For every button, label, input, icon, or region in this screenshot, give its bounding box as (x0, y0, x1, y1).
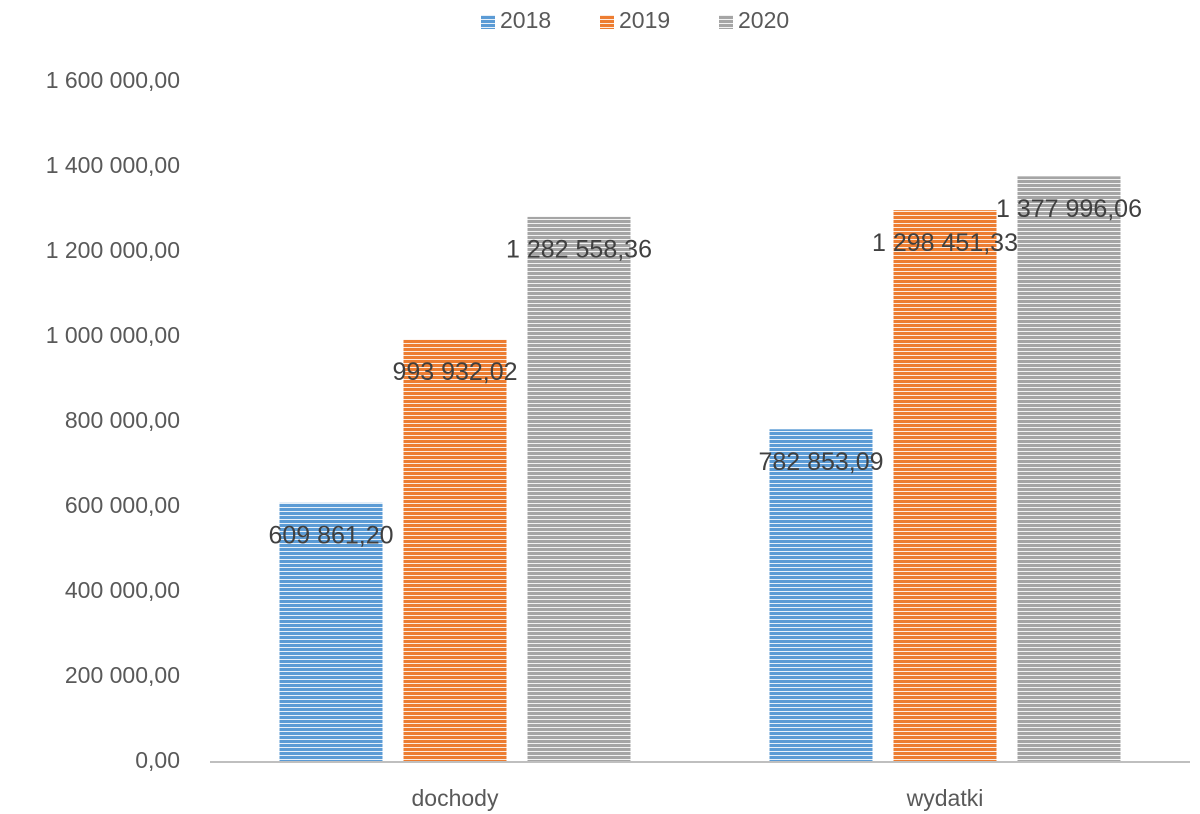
bar (279, 502, 383, 762)
y-tick-label: 1 000 000,00 (46, 322, 180, 348)
data-label: 1 377 996,06 (996, 195, 1142, 223)
y-tick-label: 600 000,00 (65, 492, 180, 518)
legend: 2018 2019 2020 (481, 7, 789, 33)
legend-swatch (600, 15, 614, 29)
bar (1017, 176, 1121, 762)
data-label: 1 298 451,33 (872, 229, 1018, 257)
legend-label: 2020 (738, 7, 789, 33)
data-label: 1 282 558,36 (506, 236, 652, 264)
data-label: 782 853,09 (758, 448, 883, 476)
legend-swatch (719, 15, 733, 29)
data-label: 609 861,20 (268, 521, 393, 549)
legend-label: 2018 (500, 7, 551, 33)
x-tick-label: wydatki (906, 785, 984, 811)
bar (527, 216, 631, 762)
y-tick-label: 0,00 (135, 747, 180, 773)
y-tick-label: 400 000,00 (65, 577, 180, 603)
legend-label: 2019 (619, 7, 670, 33)
bar (403, 339, 507, 762)
y-tick-label: 1 400 000,00 (46, 152, 180, 178)
y-tick-label: 1 600 000,00 (46, 67, 180, 93)
y-tick-label: 1 200 000,00 (46, 237, 180, 263)
bar (769, 429, 873, 762)
data-label: 993 932,02 (392, 358, 517, 386)
y-tick-label: 800 000,00 (65, 407, 180, 433)
x-tick-label: dochody (412, 785, 499, 811)
legend-swatch (481, 15, 495, 29)
y-tick-label: 200 000,00 (65, 662, 180, 688)
bar (893, 210, 997, 762)
